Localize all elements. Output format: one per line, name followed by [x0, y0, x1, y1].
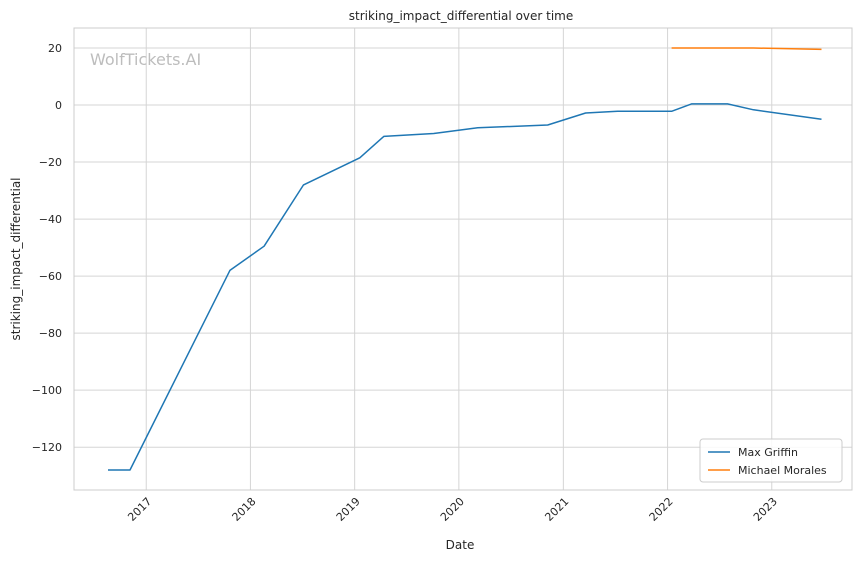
x-axis-title: Date — [446, 538, 475, 552]
y-axis-title: striking_impact_differential — [9, 177, 23, 340]
y-tick-label: 0 — [55, 99, 62, 112]
y-tick-label: −120 — [32, 441, 62, 454]
chart-title: striking_impact_differential over time — [349, 9, 574, 23]
y-tick-label: −40 — [39, 213, 62, 226]
legend-label: Max Griffin — [738, 446, 798, 459]
y-axis: 20 0 −20 −40 −60 −80 −100 −120 — [32, 42, 62, 454]
plot-area: WolfTickets.AI — [73, 27, 853, 491]
grid — [74, 28, 852, 490]
legend: Max Griffin Michael Morales — [699, 438, 843, 483]
y-tick-label: −80 — [39, 327, 62, 340]
plot-background — [74, 28, 852, 490]
series-layer — [108, 47, 822, 471]
y-tick-label: −60 — [39, 270, 62, 283]
series-line-michael-morales — [671, 47, 822, 51]
legend-box — [699, 438, 843, 483]
y-tick-label: −20 — [39, 156, 62, 169]
y-tick-label: 20 — [48, 42, 62, 55]
watermark-text: WolfTickets.AI — [90, 50, 201, 69]
series-line-max-griffin — [108, 103, 822, 471]
y-tick-label: −100 — [32, 384, 62, 397]
plot-border — [73, 27, 853, 491]
legend-label: Michael Morales — [738, 464, 827, 477]
